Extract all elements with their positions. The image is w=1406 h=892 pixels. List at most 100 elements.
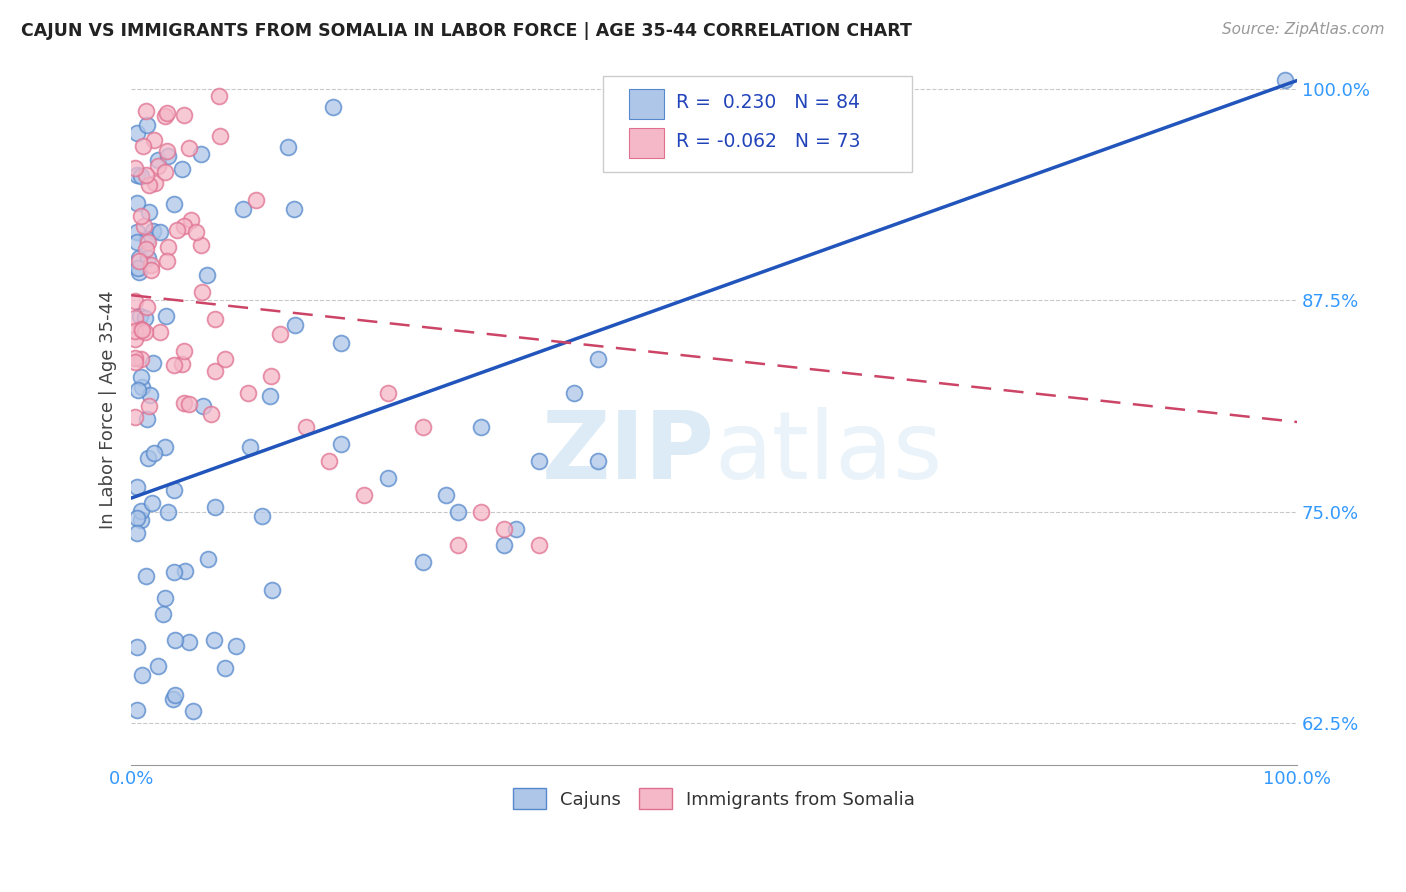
- Point: [191, 285, 214, 300]
- Point: [174, 565, 197, 579]
- Point: [214, 661, 236, 675]
- Point: [259, 389, 281, 403]
- Point: [163, 483, 186, 498]
- Point: [260, 583, 283, 598]
- Point: [132, 139, 155, 153]
- Point: [136, 251, 159, 265]
- Point: [434, 488, 457, 502]
- Point: [162, 691, 184, 706]
- Point: [245, 193, 267, 207]
- Bar: [628, 89, 664, 119]
- Point: [173, 108, 195, 122]
- Point: [173, 219, 195, 234]
- Point: [138, 204, 160, 219]
- Point: [124, 161, 146, 176]
- Point: [190, 237, 212, 252]
- Point: [204, 363, 226, 377]
- Point: [172, 357, 194, 371]
- Point: [494, 522, 516, 536]
- Point: [143, 446, 166, 460]
- Bar: [628, 128, 664, 158]
- Point: [250, 508, 273, 523]
- Point: [138, 399, 160, 413]
- Point: [124, 351, 146, 366]
- Point: [494, 538, 516, 552]
- Point: [125, 235, 148, 249]
- Point: [353, 488, 375, 502]
- Point: [173, 343, 195, 358]
- Point: [129, 504, 152, 518]
- Point: [529, 454, 551, 468]
- Text: atlas: atlas: [714, 407, 942, 499]
- Y-axis label: In Labor Force | Age 35-44: In Labor Force | Age 35-44: [100, 291, 117, 530]
- Point: [260, 369, 283, 384]
- Point: [163, 197, 186, 211]
- Point: [148, 659, 170, 673]
- Point: [470, 420, 492, 434]
- Text: R =  0.230   N = 84: R = 0.230 N = 84: [676, 93, 859, 112]
- Point: [155, 254, 177, 268]
- Point: [131, 169, 153, 183]
- Point: [180, 212, 202, 227]
- Point: [173, 395, 195, 409]
- Point: [269, 327, 291, 342]
- Point: [156, 239, 179, 253]
- Point: [149, 225, 172, 239]
- Point: [135, 168, 157, 182]
- Point: [1274, 73, 1296, 87]
- Point: [156, 106, 179, 120]
- Point: [131, 380, 153, 394]
- Point: [131, 667, 153, 681]
- Point: [124, 355, 146, 369]
- Point: [236, 386, 259, 401]
- Point: [127, 261, 149, 276]
- Point: [143, 176, 166, 190]
- Point: [155, 591, 177, 605]
- Point: [129, 351, 152, 366]
- Point: [134, 311, 156, 326]
- Point: [146, 153, 169, 167]
- Text: CAJUN VS IMMIGRANTS FROM SOMALIA IN LABOR FORCE | AGE 35-44 CORRELATION CHART: CAJUN VS IMMIGRANTS FROM SOMALIA IN LABO…: [21, 22, 912, 40]
- Point: [202, 632, 225, 647]
- Point: [149, 325, 172, 339]
- Point: [165, 632, 187, 647]
- Point: [124, 332, 146, 346]
- Legend: Cajuns, Immigrants from Somalia: Cajuns, Immigrants from Somalia: [506, 781, 922, 816]
- Point: [125, 480, 148, 494]
- Point: [125, 168, 148, 182]
- Point: [142, 224, 165, 238]
- Point: [131, 323, 153, 337]
- Text: R = -0.062   N = 73: R = -0.062 N = 73: [676, 132, 860, 152]
- Point: [135, 301, 157, 315]
- Point: [318, 454, 340, 468]
- Point: [127, 526, 149, 541]
- Text: Source: ZipAtlas.com: Source: ZipAtlas.com: [1222, 22, 1385, 37]
- Point: [139, 263, 162, 277]
- Point: [214, 352, 236, 367]
- Point: [129, 310, 152, 324]
- Point: [177, 140, 200, 154]
- Text: ZIP: ZIP: [541, 407, 714, 499]
- Point: [128, 252, 150, 266]
- Point: [377, 386, 399, 401]
- Point: [124, 310, 146, 325]
- Point: [186, 225, 208, 239]
- Point: [138, 178, 160, 192]
- Point: [170, 162, 193, 177]
- Point: [204, 500, 226, 515]
- Point: [136, 412, 159, 426]
- Point: [129, 513, 152, 527]
- Point: [283, 202, 305, 217]
- Point: [412, 420, 434, 434]
- Point: [128, 253, 150, 268]
- Point: [322, 100, 344, 114]
- Point: [277, 140, 299, 154]
- Point: [136, 235, 159, 249]
- Point: [157, 149, 180, 163]
- Point: [152, 607, 174, 621]
- Point: [447, 538, 470, 552]
- Point: [141, 496, 163, 510]
- Point: [284, 318, 307, 332]
- Point: [143, 133, 166, 147]
- Point: [225, 639, 247, 653]
